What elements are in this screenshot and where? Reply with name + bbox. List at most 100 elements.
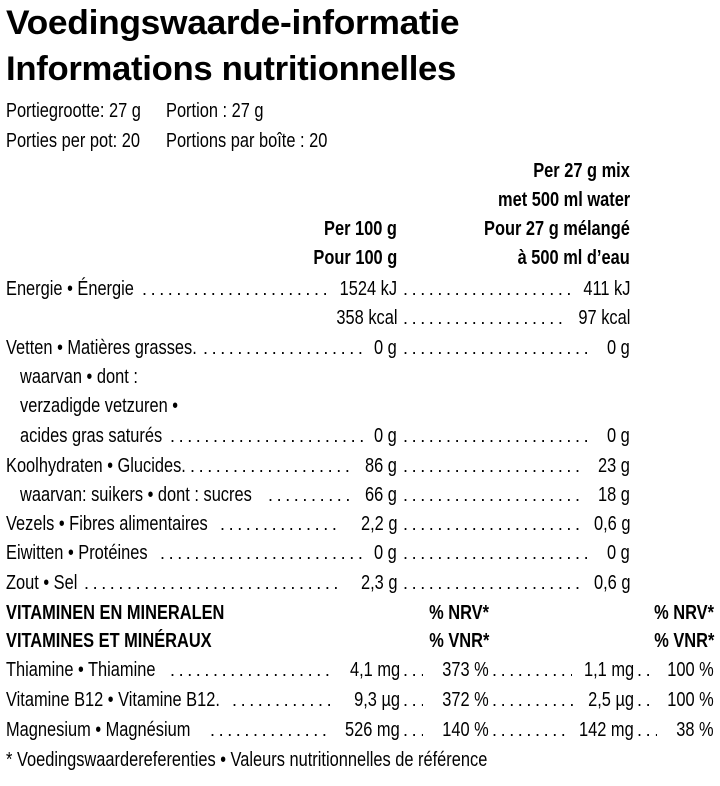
per100-value: 4,1 mg — [349, 659, 400, 681]
col-mix-line2: met 500 ml water — [497, 189, 630, 211]
nutrient-label: waarvan: suikers • dont : sucres — [20, 484, 252, 506]
serving-size-nl: Portiegrootte: 27 g — [6, 100, 141, 122]
leader-dots: ........................................ — [170, 426, 363, 446]
leader-dots: ........................................ — [403, 514, 579, 534]
col-header-row-3: Per 100 g Pour 27 g mélangé — [0, 215, 720, 244]
mix-pct: 38 % — [676, 719, 714, 741]
per100-value: 1524 kJ — [339, 278, 397, 300]
nutrient-row-energy-kcal: 358 kcal ...............................… — [0, 304, 720, 333]
per100-value: 358 kcal — [335, 307, 397, 329]
vitamin-row-magnesium: Magnesium • Magnésium ..................… — [0, 716, 720, 745]
leader-dots: ........................................ — [170, 660, 330, 680]
vnr-header-mix: % VNR* — [653, 630, 714, 652]
leader-dots: ........................................ — [403, 308, 565, 328]
leader-dots: ........................................ — [203, 338, 363, 358]
nutrient-row-saturated-nl: verzadigde vetzuren • — [0, 392, 720, 421]
nutrient-label: waarvan • dont : — [20, 366, 138, 388]
leader-dots: ........................................ — [403, 279, 576, 299]
per100-value: 86 g — [365, 455, 397, 477]
mix-pct: 100 % — [667, 659, 714, 681]
mix-value: 18 g — [598, 484, 630, 506]
nrv-header-per100: % NRV* — [429, 602, 489, 624]
col-mix-line4: à 500 ml d’eau — [517, 247, 630, 269]
vitamins-header-nl: VITAMINEN EN MINERALEN — [6, 602, 225, 624]
col-header-row-2: met 500 ml water — [0, 186, 720, 215]
col-mix-line1: Per 27 g mix — [533, 160, 630, 182]
mix-value: 2,5 µg — [588, 689, 634, 711]
leader-dots: .................... — [492, 720, 570, 740]
serving-size-row: Portiegrootte: 27 g Portion : 27 g — [0, 97, 720, 126]
mix-value: 0 g — [607, 542, 630, 564]
col-mix-line3: Pour 27 g mélangé — [484, 218, 630, 240]
leader-dots: ... — [637, 690, 651, 710]
vitamins-header-row-2: VITAMINES ET MINÉRAUX % VNR* % VNR* — [0, 627, 720, 656]
vitamin-row-b12: Vitamine B12 • Vitamine B12. ...........… — [0, 686, 720, 715]
col-per100-fr: Pour 100 g — [313, 247, 397, 269]
leader-dots: ........................................ — [403, 426, 591, 446]
mix-value: 0,6 g — [593, 513, 630, 535]
leader-dots: ........................................ — [190, 456, 350, 476]
mix-value: 97 kcal — [578, 307, 630, 329]
serving-count-fr: Portions par boîte : 20 — [166, 130, 328, 152]
nutrient-label: verzadigde vetzuren • — [20, 395, 178, 417]
leader-dots: .... — [403, 690, 423, 710]
leader-dots: .... — [403, 660, 423, 680]
col-per100-nl: Per 100 g — [324, 218, 397, 240]
serving-count-nl: Porties per pot: 20 — [6, 130, 141, 152]
leader-dots: ........................................ — [403, 338, 591, 358]
nutrient-row-salt: Zout • Sel .............................… — [0, 569, 720, 598]
leader-dots: .................... — [492, 690, 576, 710]
mix-value: 1,1 mg — [583, 659, 634, 681]
leader-dots: ........................................ — [403, 543, 591, 563]
nutrient-label: acides gras saturés — [20, 425, 163, 447]
nutrient-row-of-which: waarvan • dont : — [0, 363, 720, 392]
leader-dots: ........................................ — [160, 543, 363, 563]
nrv-header-mix: % NRV* — [654, 602, 714, 624]
title-fr: Informations nutritionnelles — [6, 50, 456, 88]
vnr-header-per100: % VNR* — [428, 630, 489, 652]
footnote-row: * Voedingswaardereferenties • Valeurs nu… — [0, 746, 720, 775]
nutrient-label: Energie • Énergie — [6, 278, 134, 300]
leader-dots: ........................................ — [232, 690, 332, 710]
per100-pct: 373 % — [442, 659, 489, 681]
leader-dots: .... — [637, 720, 657, 740]
nutrient-row-fat: Vetten • Matières grasses. .............… — [0, 334, 720, 363]
mix-value: 0 g — [607, 425, 630, 447]
nutrient-row-fiber: Vezels • Fibres alimentaires ...........… — [0, 510, 720, 539]
nutrient-label: Zout • Sel — [6, 572, 78, 594]
leader-dots: ........................................ — [142, 279, 332, 299]
per100-value: 0 g — [374, 542, 397, 564]
vitamins-header-fr: VITAMINES ET MINÉRAUX — [6, 630, 212, 652]
leader-dots: .................... — [492, 660, 572, 680]
mix-pct: 100 % — [667, 689, 714, 711]
nutrient-label: Vezels • Fibres alimentaires — [6, 513, 208, 535]
per100-value: 9,3 µg — [354, 689, 400, 711]
vitamin-label: Magnesium • Magnésium — [6, 719, 191, 741]
nutrient-row-saturated: acides gras saturés ....................… — [0, 422, 720, 451]
leader-dots: ........................................ — [403, 485, 581, 505]
per100-value: 526 mg — [345, 719, 400, 741]
nutrient-row-protein: Eiwitten • Protéines ...................… — [0, 539, 720, 568]
vitamin-label: Thiamine • Thiamine — [6, 659, 156, 681]
vitamin-label: Vitamine B12 • Vitamine B12. — [6, 689, 220, 711]
col-header-row-1: Per 27 g mix — [0, 157, 720, 186]
nutrient-label: Eiwitten • Protéines — [6, 542, 148, 564]
title-nl: Voedingswaarde-informatie — [6, 4, 460, 42]
leader-dots: ........................................ — [220, 514, 342, 534]
nutrient-label: Vetten • Matières grasses. — [6, 337, 197, 359]
serving-count-row: Porties per pot: 20 Portions par boîte :… — [0, 127, 720, 156]
leader-dots: ........................................ — [210, 720, 330, 740]
serving-size-fr: Portion : 27 g — [166, 100, 264, 122]
leader-dots: ........................................ — [403, 456, 581, 476]
mix-value: 23 g — [598, 455, 630, 477]
leader-dots: ... — [637, 660, 651, 680]
mix-value: 0,6 g — [593, 572, 630, 594]
mix-value: 411 kJ — [582, 278, 630, 300]
leader-dots: ........................................… — [84, 573, 342, 593]
nutrient-row-sugars: waarvan: suikers • dont : sucres .......… — [0, 481, 720, 510]
vitamins-header-row-1: VITAMINEN EN MINERALEN % NRV* % NRV* — [0, 599, 720, 628]
per100-pct: 140 % — [442, 719, 489, 741]
nutrient-label: Koolhydraten • Glucides. — [6, 455, 186, 477]
nutrient-row-carbs: Koolhydraten • Glucides. ...............… — [0, 452, 720, 481]
nutrient-row-energy-kj: Energie • Énergie ......................… — [0, 275, 720, 304]
